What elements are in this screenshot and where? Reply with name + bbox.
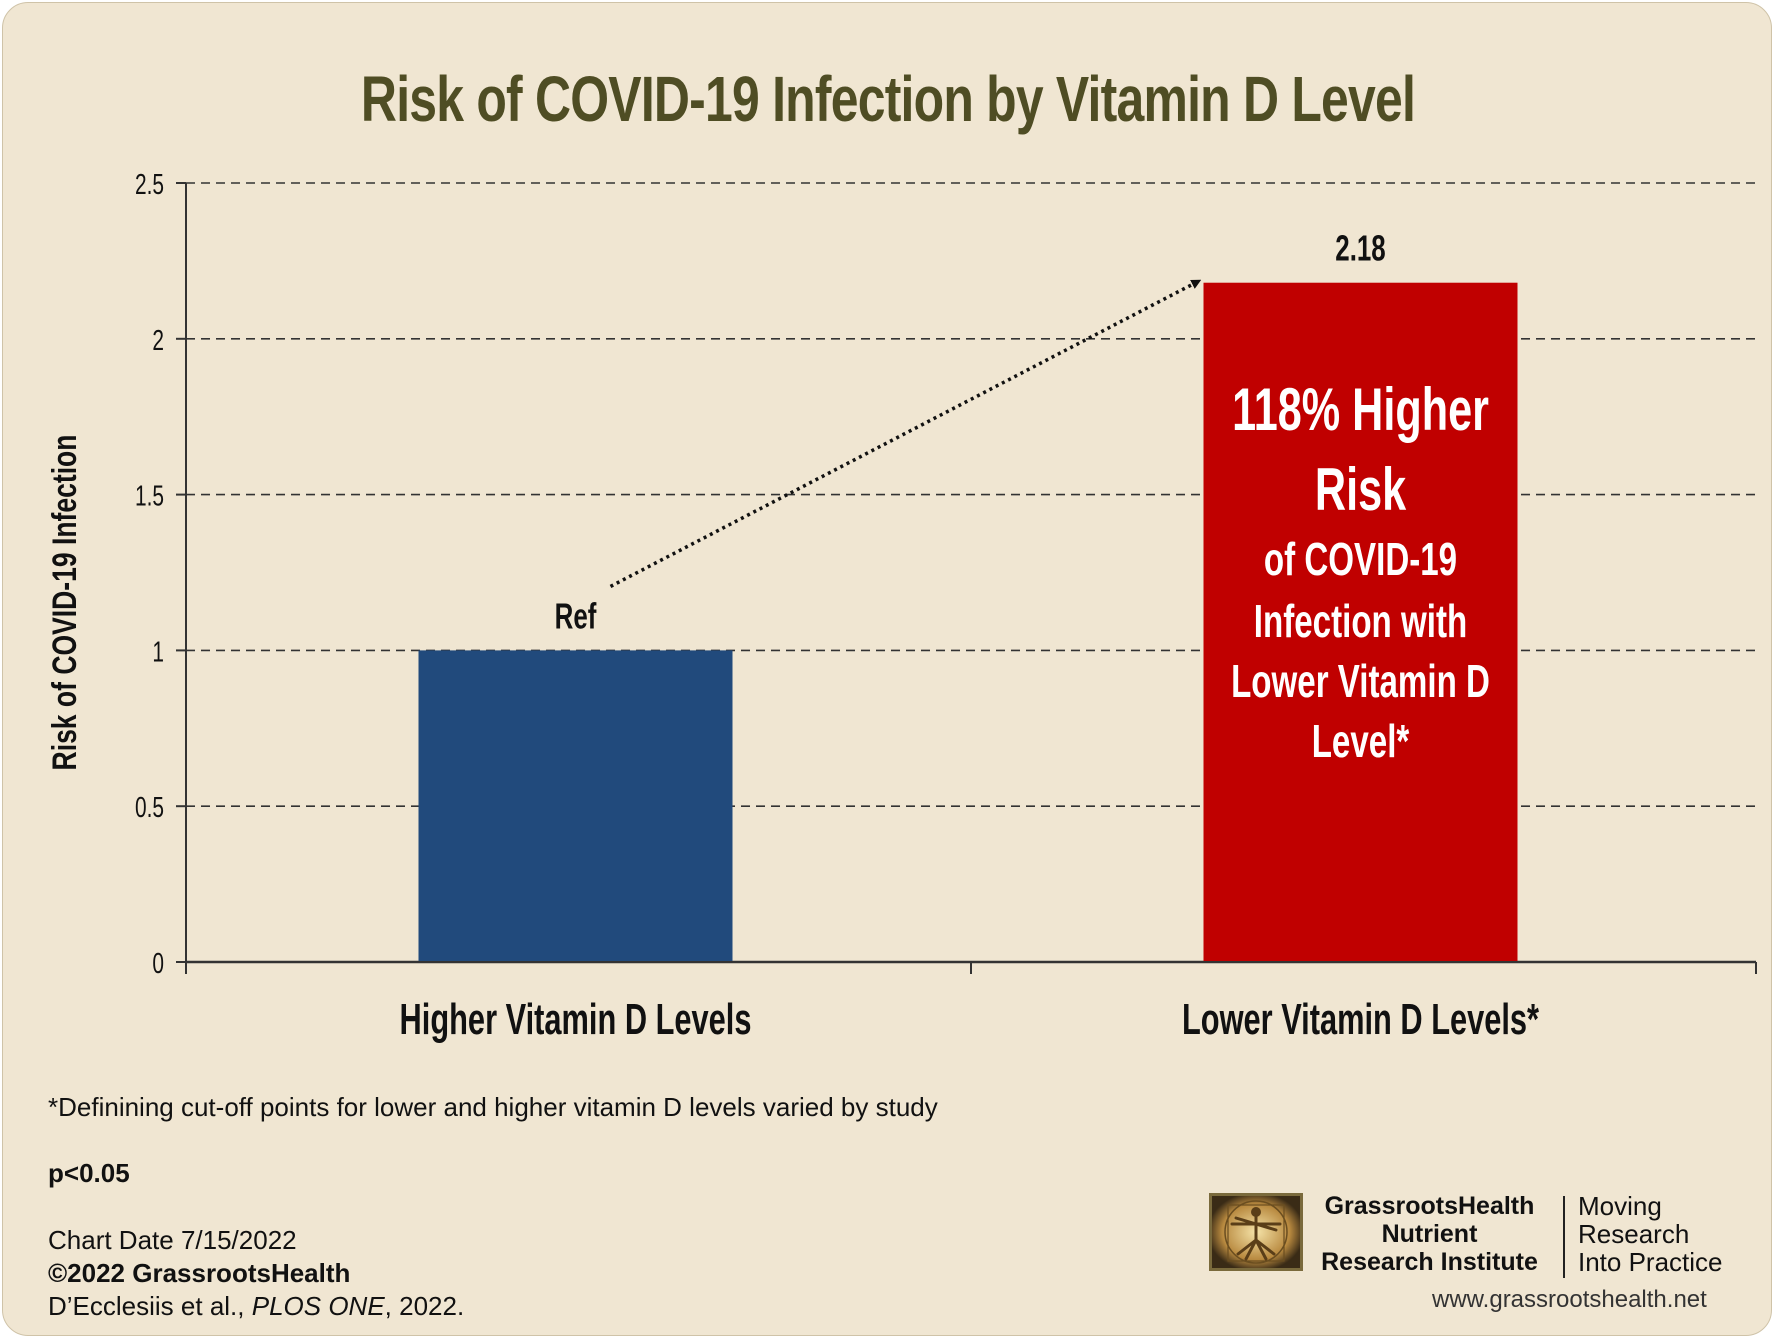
y-tick-label: 0 [152, 948, 164, 980]
tagline-line: Into Practice [1578, 1247, 1723, 1277]
annotation-text: Infection with [1254, 597, 1467, 647]
citation-journal: PLOS ONE [251, 1291, 385, 1321]
vitruvian-man-logo-icon [1209, 1193, 1303, 1271]
tagline-line: Moving [1578, 1191, 1662, 1221]
credits: Chart Date 7/15/2022 ©2022 GrassrootsHea… [48, 1224, 464, 1323]
tagline-line: Research [1578, 1219, 1690, 1249]
org-name: GrassrootsHealth Nutrient Research Insti… [1312, 1192, 1547, 1276]
annotation-text: of COVID-19 [1264, 535, 1457, 585]
labels: Higher Vitamin D Levels Ref Lower Vitamin … [400, 229, 1540, 1045]
y-tick-label: 2 [152, 325, 164, 357]
bars [418, 282, 1518, 961]
tagline: Moving Research Into Practice [1578, 1192, 1723, 1276]
org-name-line: Nutrient [1381, 1220, 1478, 1248]
y-tick-label: 1 [152, 636, 164, 668]
org-name-line: Research Institute [1321, 1248, 1538, 1276]
y-axis-title: Risk of COVID-19 Infection [46, 435, 84, 771]
citation-year: , 2022. [384, 1291, 465, 1321]
annotation-text: Lower Vitamin D [1231, 657, 1490, 707]
footnote: *Definining cut-off points for lower and… [48, 1092, 938, 1122]
annotation-arrow [609, 279, 1202, 588]
citation-authors: D’Ecclesiis et al., [48, 1291, 252, 1321]
copyright: ©2022 GrassrootsHealth [48, 1258, 351, 1288]
y-tick-label: 1.5 [135, 480, 164, 512]
chart-date: Chart Date 7/15/2022 [48, 1225, 297, 1255]
axes: 0 0.5 1 1.5 2 2.5 Risk of COVID-19 Infection [46, 169, 1757, 980]
bar [418, 650, 733, 961]
x-category-label: Higher Vitamin D Levels [400, 996, 752, 1045]
data-label: Ref [555, 596, 597, 636]
annotation-text: Risk [1315, 457, 1407, 524]
citation: D’Ecclesiis et al., PLOS ONE, 2022. [48, 1290, 464, 1323]
p-value: p<0.05 [48, 1158, 130, 1188]
chart-title: Risk of COVID-19 Infection by Vitamin D … [360, 63, 1416, 135]
annotation-text: 118% Higher [1232, 377, 1489, 444]
bar [1203, 282, 1518, 961]
divider [1563, 1196, 1565, 1278]
website-link[interactable]: www.grassrootshealth.net [1432, 1286, 1707, 1313]
x-category-label: Lower Vitamin D Levels* [1182, 996, 1539, 1045]
data-label: 2.18 [1335, 229, 1385, 269]
annotation-text: Level* [1312, 717, 1410, 767]
y-tick-label: 2.5 [135, 169, 164, 201]
y-tick-label: 0.5 [135, 792, 164, 824]
org-name-line: GrassrootsHealth [1324, 1192, 1535, 1220]
